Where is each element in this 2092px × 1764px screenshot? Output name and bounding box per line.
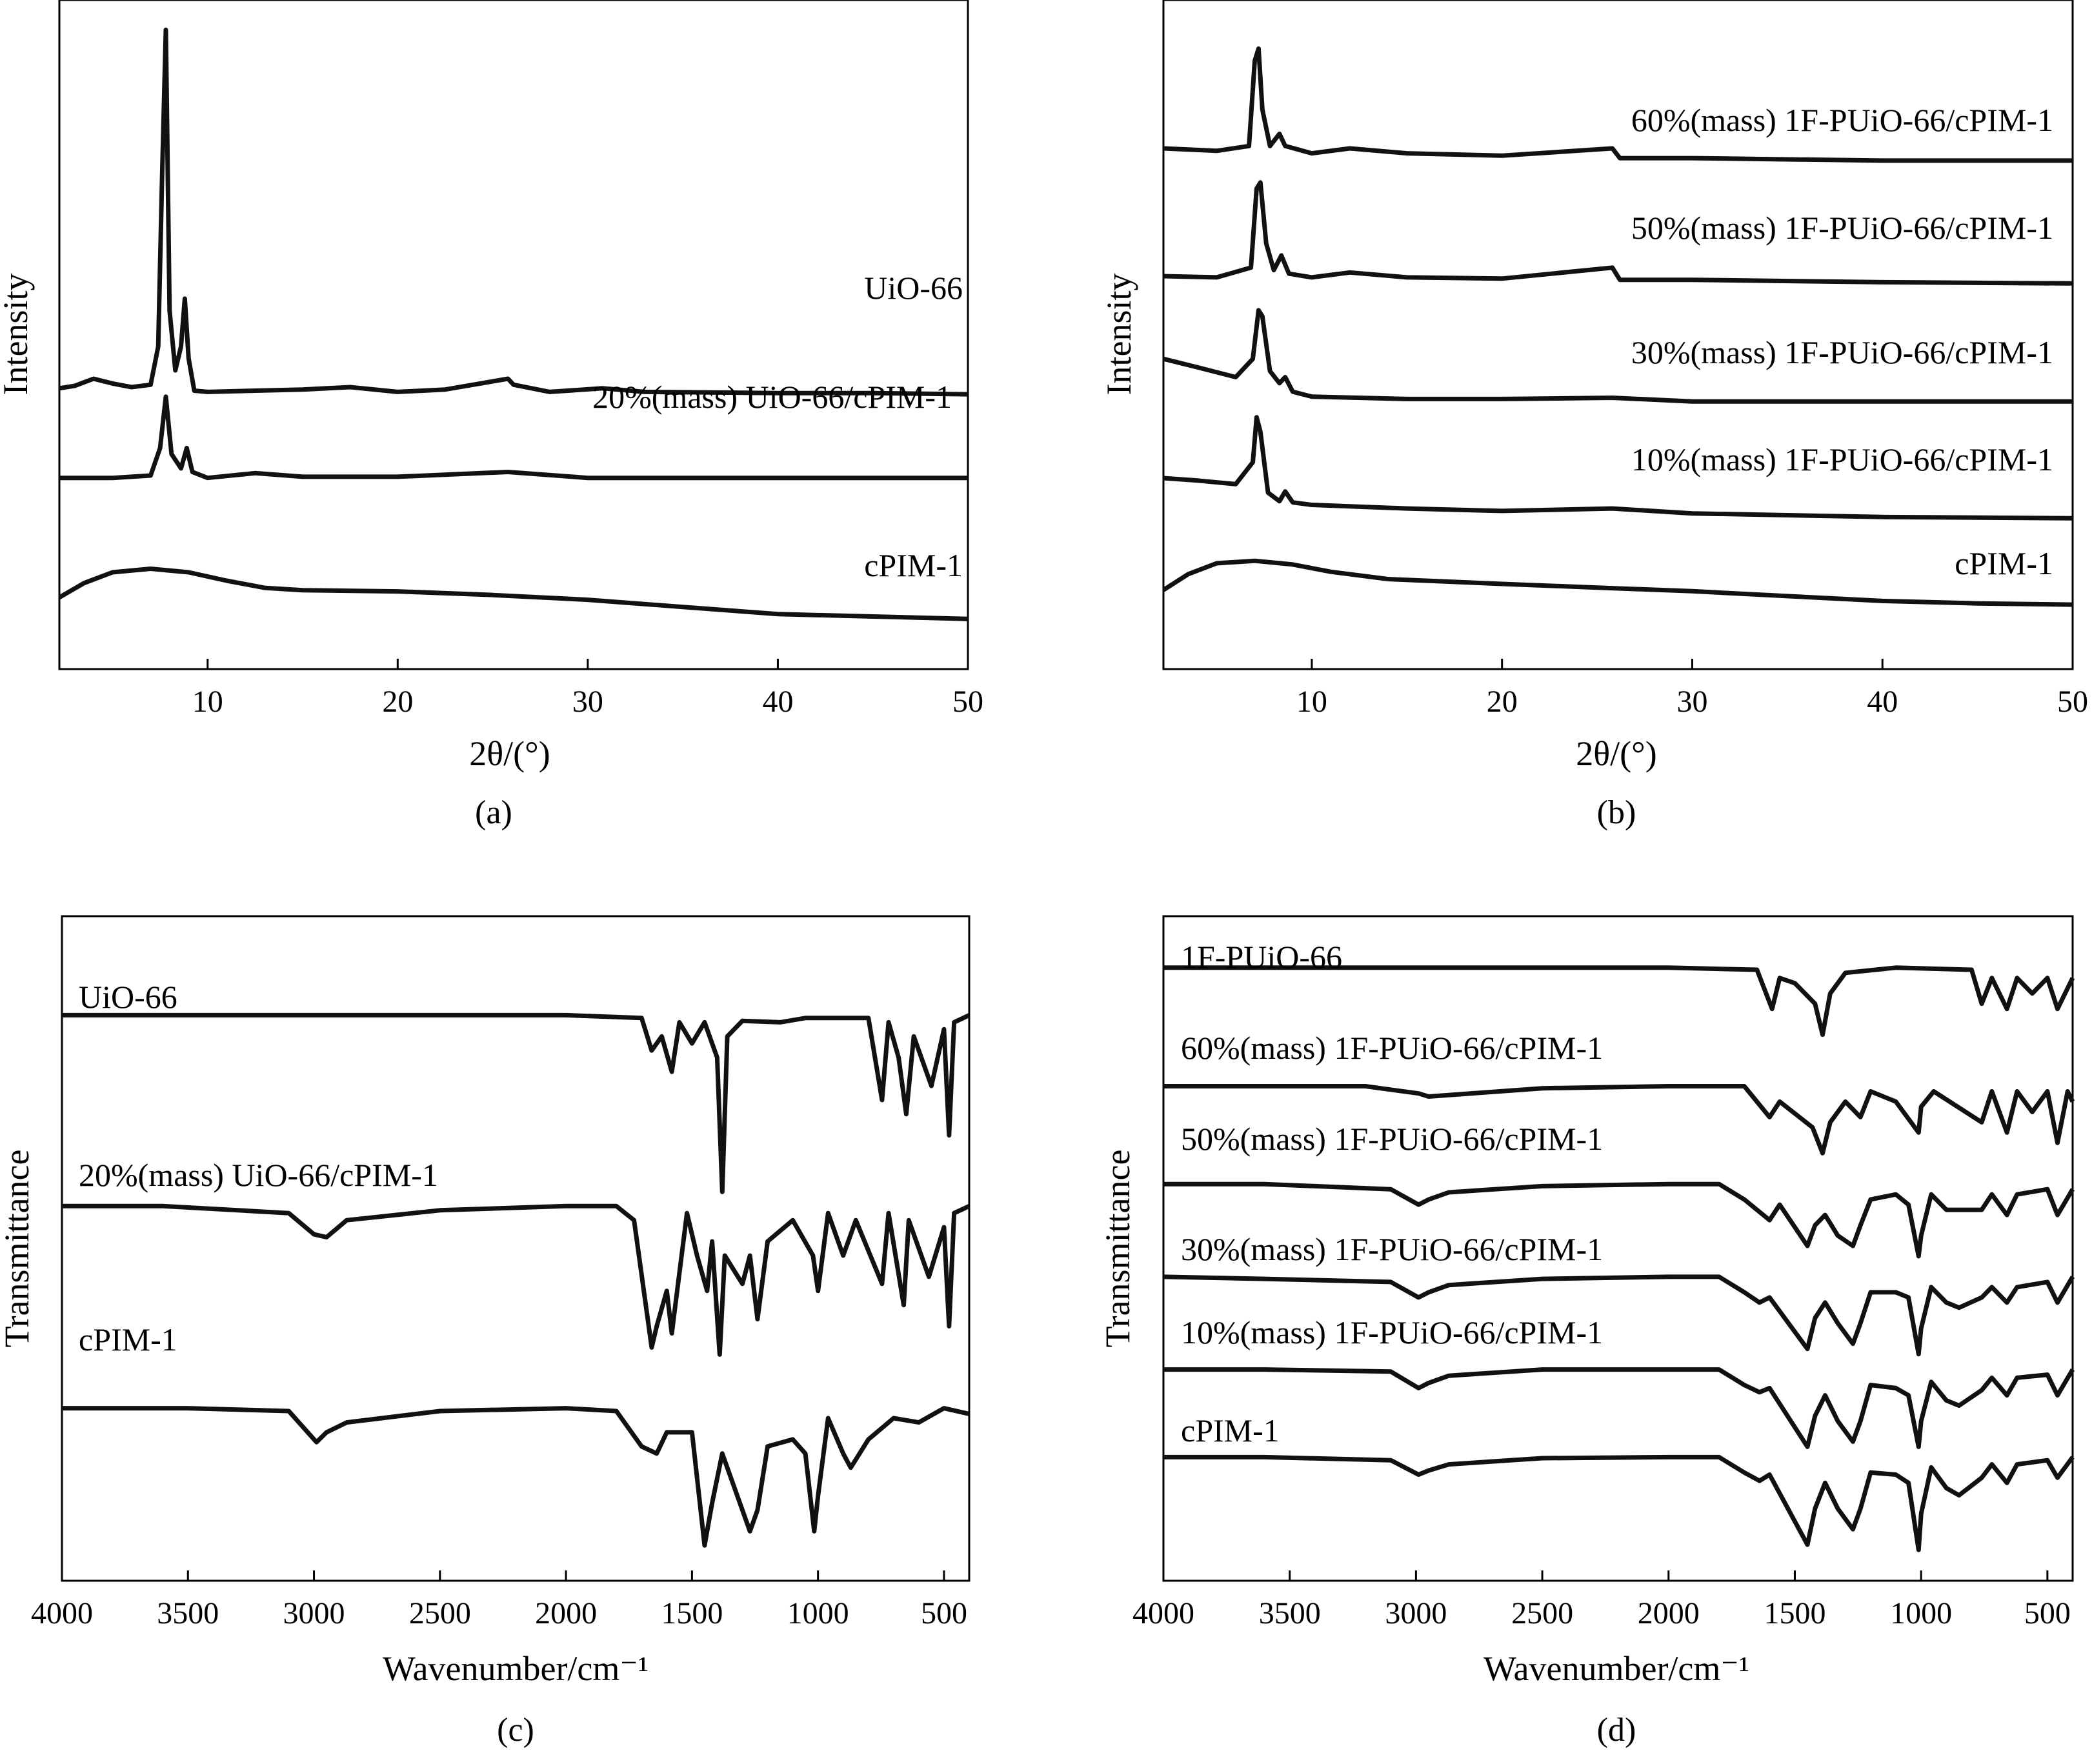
series-line	[1163, 1084, 2075, 1156]
series-line	[1163, 308, 2073, 404]
panel-label: (b)	[1597, 794, 1636, 831]
x-tick-label: 2500	[409, 1596, 471, 1630]
x-tick-label: 20	[1487, 685, 1518, 719]
x-tick-label: 40	[1867, 685, 1898, 719]
series-label: cPIM-1	[79, 1321, 177, 1358]
x-axis-label: 2θ/(°)	[1576, 734, 1656, 773]
series-line	[1163, 965, 2075, 1037]
series-label: 60%(mass) 1F-PUiO-66/cPIM-1	[1631, 102, 2053, 138]
series-line	[1163, 1181, 2075, 1259]
panel-c: 4000 3500 3000 2500 2000 1500 1000 500 UiO-66 20%…	[0, 915, 971, 1749]
x-tick-label: 50	[2057, 685, 2088, 719]
panel-a: 10 20 30 40 50 UiO-66 20%(mass) UiO-66/cPIM-1 c…	[0, 0, 983, 831]
series-line	[62, 1203, 971, 1357]
series-line	[1163, 415, 2073, 521]
series-label: 50%(mass) 1F-PUiO-66/cPIM-1	[1181, 1121, 1603, 1157]
x-tick-label: 3500	[157, 1596, 219, 1630]
series-label: 10%(mass) 1F-PUiO-66/cPIM-1	[1181, 1314, 1603, 1350]
x-tick-label: 50	[952, 685, 983, 719]
panel-label: (c)	[497, 1712, 534, 1749]
series-label: 30%(mass) 1F-PUiO-66/cPIM-1	[1631, 334, 2053, 370]
series-label: 1F-PUiO-66	[1181, 939, 1342, 975]
series-label: cPIM-1	[1955, 545, 2053, 581]
series-label: 10%(mass) 1F-PUiO-66/cPIM-1	[1631, 441, 2053, 477]
y-axis-label: Transmittance	[1098, 1150, 1137, 1348]
x-tick-label: 2000	[535, 1596, 597, 1630]
panel-b: 10 20 30 40 50 60%(mass) 1F-PUiO-66/cPIM-1 50%…	[1100, 0, 2088, 831]
x-tick-label: 1500	[661, 1596, 723, 1630]
x-tick-label: 2500	[1511, 1596, 1573, 1630]
x-tick-label: 4000	[31, 1596, 93, 1630]
x-tick-label: 10	[1296, 685, 1327, 719]
series-line	[59, 27, 969, 397]
x-tick-label: 1500	[1764, 1596, 1825, 1630]
series-label: UiO-66	[864, 270, 963, 306]
x-tick-label: 1000	[787, 1596, 849, 1630]
plot-frame	[61, 915, 971, 1582]
series-label: cPIM-1	[1181, 1412, 1280, 1448]
series-label: 20%(mass) UiO-66/cPIM-1	[79, 1157, 438, 1193]
y-axis-label: Intensity	[1100, 274, 1138, 396]
x-axis-label: Wavenumber/cm⁻¹	[383, 1649, 649, 1688]
x-tick-label: 20	[382, 685, 413, 719]
series-label: 60%(mass) 1F-PUiO-66/cPIM-1	[1181, 1030, 1603, 1066]
x-axis-label: Wavenumber/cm⁻¹	[1484, 1649, 1749, 1688]
x-tick-label: 1000	[1890, 1596, 1952, 1630]
series-label: 20%(mass) UiO-66/cPIM-1	[592, 379, 952, 415]
panel-label: (a)	[475, 794, 512, 831]
plot-frame	[1162, 915, 2074, 1582]
panel-d: 4000 3500 3000 2500 2000 1500 1000 500 1F-PUiO-6…	[1098, 915, 2075, 1749]
series-line	[1163, 1454, 2075, 1552]
x-tick-label: 3000	[283, 1596, 345, 1630]
plot-frame	[58, 0, 969, 670]
x-tick-label: 4000	[1132, 1596, 1194, 1630]
series-label: UiO-66	[79, 979, 177, 1015]
series-line	[1163, 1367, 2075, 1449]
plot-frame	[1162, 0, 2074, 670]
x-tick-label: 30	[572, 685, 603, 719]
series-line	[1163, 46, 2073, 163]
x-tick-label: 40	[762, 685, 793, 719]
x-tick-label: 3500	[1259, 1596, 1321, 1630]
panel-label: (d)	[1597, 1712, 1636, 1749]
x-tick-label: 2000	[1638, 1596, 1700, 1630]
x-tick-label: 500	[2024, 1596, 2071, 1630]
series-line	[1162, 558, 2073, 607]
series-label: 50%(mass) 1F-PUiO-66/cPIM-1	[1631, 210, 2053, 246]
y-axis-label: Transmittance	[0, 1150, 36, 1348]
x-tick-label: 500	[921, 1596, 967, 1630]
x-tick-label: 3000	[1385, 1596, 1447, 1630]
series-label: cPIM-1	[864, 547, 963, 583]
series-line	[62, 1012, 971, 1194]
x-tick-label: 30	[1676, 685, 1707, 719]
series-label: 30%(mass) 1F-PUiO-66/cPIM-1	[1181, 1231, 1603, 1267]
series-line	[59, 394, 968, 481]
x-tick-label: 10	[192, 685, 223, 719]
y-axis-label: Intensity	[0, 274, 35, 396]
series-line	[1163, 180, 2073, 286]
series-line	[1163, 1274, 2075, 1357]
series-line	[58, 566, 969, 621]
x-axis-label: 2θ/(°)	[469, 734, 550, 773]
series-line	[62, 1406, 970, 1548]
